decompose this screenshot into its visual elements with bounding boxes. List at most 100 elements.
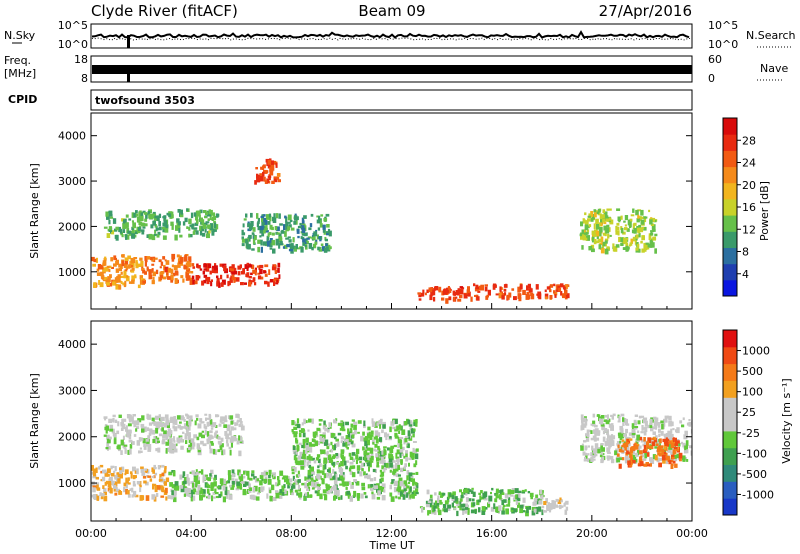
power-cell	[133, 258, 136, 264]
power-cell	[311, 237, 315, 240]
power-cell	[230, 268, 234, 272]
velocity-cell	[327, 469, 330, 473]
velocity-cell	[659, 438, 662, 444]
cpid-value: twofsound 3503	[95, 94, 195, 107]
power-cell	[598, 227, 603, 233]
velocity-cell	[638, 415, 642, 419]
power-cell	[564, 293, 568, 297]
velocity-cell	[230, 420, 234, 425]
power-cell	[323, 218, 328, 222]
power-cell	[265, 224, 268, 231]
power-cell	[248, 281, 252, 287]
power-cell	[426, 289, 429, 293]
velocity-colorbar-segment	[723, 464, 737, 482]
velocity-cell	[92, 485, 97, 489]
power-cell	[325, 238, 328, 242]
velocity-cell	[353, 425, 357, 431]
velocity-cell	[165, 448, 168, 454]
velocity-cell	[408, 457, 412, 461]
velocity-cell	[692, 435, 696, 439]
power-cell	[160, 261, 164, 266]
velocity-cell	[323, 460, 327, 464]
velocity-cell	[663, 418, 666, 422]
power-cell	[191, 263, 195, 267]
velocity-cell	[643, 444, 646, 450]
velocity-cell	[607, 455, 610, 460]
velocity-cell	[399, 452, 402, 458]
velocity-cell	[304, 449, 308, 454]
velocity-cell	[117, 421, 120, 427]
power-cell	[529, 287, 532, 293]
x-tick-label: 16:00	[476, 527, 508, 540]
velocity-cell	[170, 495, 174, 500]
power-cell	[196, 218, 199, 224]
power-cell	[459, 294, 463, 299]
velocity-cell	[322, 489, 327, 493]
power-cell	[97, 264, 101, 270]
velocity-cell	[664, 443, 668, 446]
power-cell	[276, 232, 280, 235]
power-cell	[286, 221, 291, 224]
velocity-ytick-label: 3000	[58, 384, 86, 397]
power-cell	[96, 272, 101, 276]
velocity-cell	[267, 478, 272, 485]
velocity-cell	[374, 485, 378, 490]
power-cell	[208, 209, 211, 213]
cpid-label: CPID	[8, 93, 37, 106]
power-cell	[517, 286, 521, 293]
power-cell	[92, 263, 96, 267]
velocity-cell	[400, 443, 403, 449]
power-cell	[581, 229, 585, 235]
velocity-cell	[376, 465, 380, 468]
power-cell	[325, 246, 329, 251]
velocity-cell	[623, 418, 627, 422]
velocity-cell	[370, 484, 373, 490]
velocity-cell	[360, 493, 364, 499]
velocity-cell	[600, 443, 604, 446]
velocity-cell	[374, 430, 379, 436]
velocity-colorbar-tick: -100	[742, 447, 767, 460]
power-cell	[433, 286, 436, 291]
velocity-cell	[197, 484, 201, 491]
power-cell	[188, 256, 192, 261]
velocity-cell	[684, 431, 688, 437]
velocity-cell	[193, 484, 198, 488]
power-cell	[590, 211, 594, 217]
velocity-cell	[173, 493, 177, 498]
power-cell	[530, 288, 533, 293]
velocity-cell	[182, 431, 185, 434]
power-cell	[318, 236, 321, 239]
velocity-cell	[167, 447, 170, 452]
velocity-cell	[399, 480, 404, 487]
velocity-cell	[625, 441, 630, 445]
velocity-cell	[670, 428, 673, 434]
power-cell	[193, 227, 198, 230]
power-cell	[580, 221, 584, 227]
velocity-cell	[310, 477, 314, 481]
power-cell	[424, 292, 427, 296]
velocity-cell	[621, 429, 624, 434]
power-cell	[207, 218, 210, 221]
velocity-cell	[346, 446, 349, 450]
velocity-cell	[278, 491, 282, 496]
velocity-cell	[157, 485, 161, 490]
velocity-cell	[502, 504, 506, 507]
velocity-cell	[337, 432, 342, 436]
velocity-cell	[311, 438, 315, 442]
power-cell	[195, 230, 199, 235]
velocity-cell	[582, 451, 586, 456]
velocity-cell	[658, 457, 662, 462]
velocity-cell	[146, 469, 150, 474]
power-cell	[271, 266, 275, 271]
power-cell	[263, 217, 267, 224]
power-cell	[156, 234, 160, 238]
power-cell	[184, 217, 188, 223]
velocity-cell	[411, 493, 415, 499]
velocity-cell	[345, 486, 348, 490]
velocity-cell	[117, 478, 121, 484]
velocity-cell	[303, 443, 306, 449]
velocity-cell	[159, 473, 162, 480]
power-cell	[268, 231, 272, 236]
power-cell	[643, 216, 647, 220]
velocity-cell	[153, 436, 156, 439]
